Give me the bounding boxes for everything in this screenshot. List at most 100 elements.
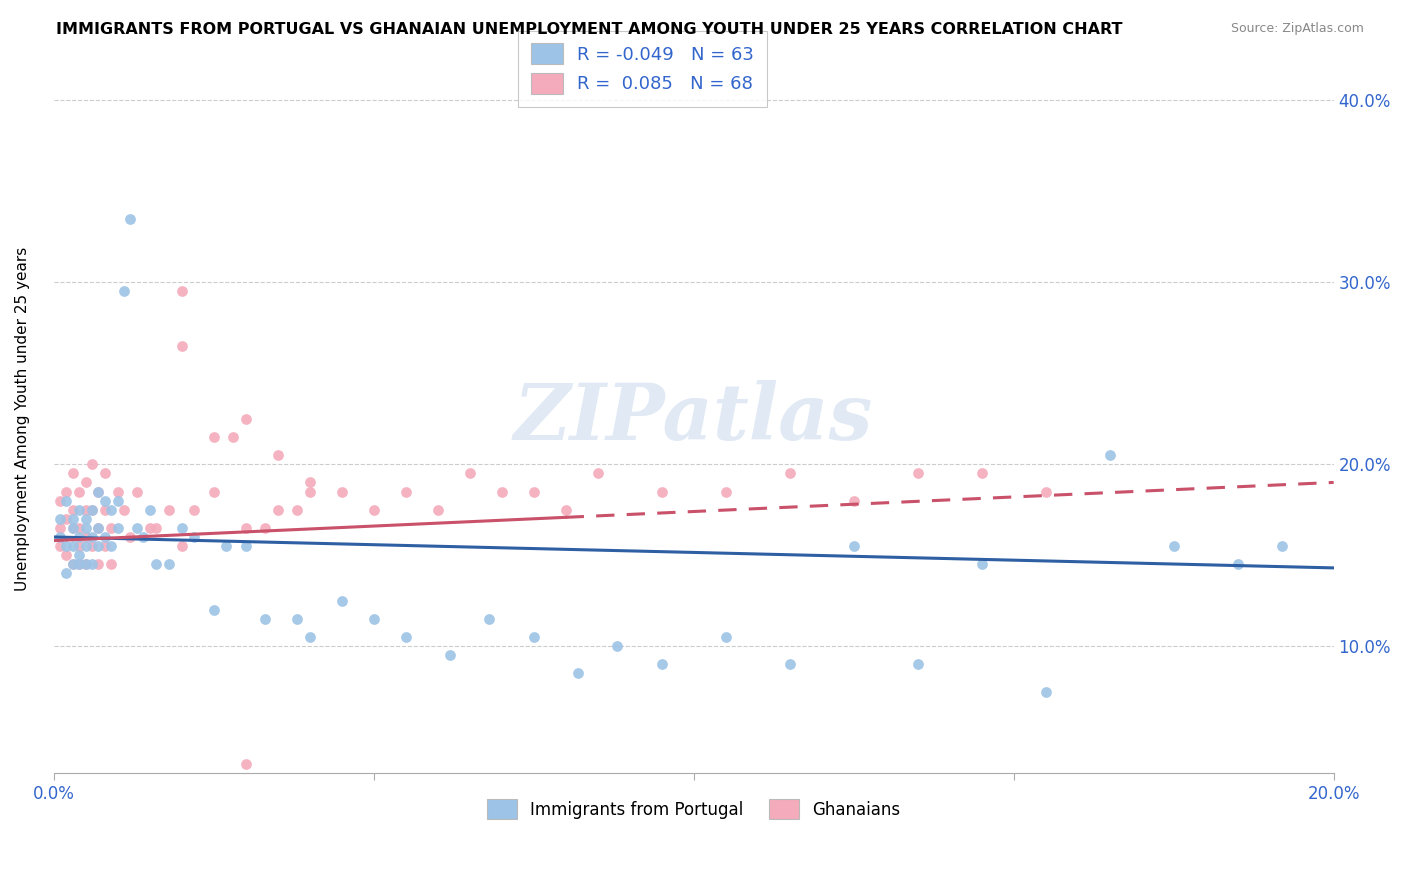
Point bbox=[138, 502, 160, 516]
Point bbox=[651, 484, 673, 499]
Point bbox=[87, 521, 110, 535]
Point bbox=[80, 502, 103, 516]
Point bbox=[907, 467, 929, 481]
Point bbox=[75, 558, 97, 572]
Point bbox=[253, 612, 276, 626]
Point bbox=[100, 521, 122, 535]
Point bbox=[94, 502, 117, 516]
Point bbox=[132, 530, 155, 544]
Point bbox=[67, 539, 90, 553]
Point bbox=[145, 558, 167, 572]
Point bbox=[75, 530, 97, 544]
Point bbox=[1226, 558, 1249, 572]
Point bbox=[87, 539, 110, 553]
Point bbox=[49, 530, 72, 544]
Point bbox=[363, 612, 385, 626]
Point bbox=[125, 521, 148, 535]
Point bbox=[586, 467, 609, 481]
Point bbox=[183, 530, 205, 544]
Point bbox=[100, 539, 122, 553]
Point bbox=[907, 657, 929, 672]
Point bbox=[67, 548, 90, 562]
Point bbox=[567, 666, 589, 681]
Point bbox=[49, 521, 72, 535]
Point bbox=[67, 530, 90, 544]
Point bbox=[55, 493, 77, 508]
Point bbox=[491, 484, 513, 499]
Point bbox=[100, 558, 122, 572]
Point bbox=[62, 467, 84, 481]
Point bbox=[523, 484, 546, 499]
Point bbox=[94, 493, 117, 508]
Point bbox=[94, 467, 117, 481]
Point bbox=[298, 475, 321, 490]
Point bbox=[478, 612, 501, 626]
Point bbox=[170, 521, 193, 535]
Text: ZIPatlas: ZIPatlas bbox=[515, 381, 873, 457]
Legend: Immigrants from Portugal, Ghanaians: Immigrants from Portugal, Ghanaians bbox=[481, 793, 907, 825]
Point bbox=[49, 512, 72, 526]
Point bbox=[439, 648, 461, 663]
Point bbox=[394, 484, 416, 499]
Point bbox=[87, 521, 110, 535]
Point bbox=[55, 566, 77, 581]
Point bbox=[107, 484, 129, 499]
Point bbox=[285, 502, 308, 516]
Point bbox=[157, 558, 180, 572]
Point bbox=[714, 484, 737, 499]
Text: IMMIGRANTS FROM PORTUGAL VS GHANAIAN UNEMPLOYMENT AMONG YOUTH UNDER 25 YEARS COR: IMMIGRANTS FROM PORTUGAL VS GHANAIAN UNE… bbox=[56, 22, 1123, 37]
Point bbox=[253, 521, 276, 535]
Point bbox=[202, 430, 225, 444]
Point bbox=[75, 521, 97, 535]
Point bbox=[1035, 484, 1057, 499]
Point bbox=[94, 530, 117, 544]
Point bbox=[55, 484, 77, 499]
Point bbox=[779, 467, 801, 481]
Point bbox=[107, 521, 129, 535]
Point bbox=[49, 493, 72, 508]
Point bbox=[298, 484, 321, 499]
Point bbox=[80, 502, 103, 516]
Point bbox=[554, 502, 576, 516]
Point bbox=[75, 502, 97, 516]
Point bbox=[235, 539, 257, 553]
Point bbox=[67, 521, 90, 535]
Point bbox=[120, 211, 142, 226]
Point bbox=[779, 657, 801, 672]
Point bbox=[394, 630, 416, 644]
Point bbox=[75, 475, 97, 490]
Point bbox=[67, 484, 90, 499]
Point bbox=[298, 630, 321, 644]
Point bbox=[120, 530, 142, 544]
Point bbox=[138, 521, 160, 535]
Point bbox=[145, 521, 167, 535]
Point bbox=[202, 603, 225, 617]
Point bbox=[285, 612, 308, 626]
Point bbox=[330, 593, 353, 607]
Point bbox=[222, 430, 245, 444]
Point bbox=[970, 467, 993, 481]
Point bbox=[426, 502, 449, 516]
Point bbox=[62, 521, 84, 535]
Point bbox=[1035, 684, 1057, 698]
Point bbox=[55, 539, 77, 553]
Point bbox=[235, 521, 257, 535]
Point bbox=[62, 539, 84, 553]
Point bbox=[107, 493, 129, 508]
Text: Source: ZipAtlas.com: Source: ZipAtlas.com bbox=[1230, 22, 1364, 36]
Point bbox=[112, 502, 135, 516]
Point bbox=[1163, 539, 1185, 553]
Point bbox=[67, 558, 90, 572]
Point bbox=[651, 657, 673, 672]
Point bbox=[125, 484, 148, 499]
Point bbox=[80, 457, 103, 471]
Point bbox=[842, 493, 865, 508]
Point bbox=[67, 502, 90, 516]
Point bbox=[80, 530, 103, 544]
Point bbox=[55, 548, 77, 562]
Point bbox=[458, 467, 481, 481]
Point bbox=[330, 484, 353, 499]
Point bbox=[62, 558, 84, 572]
Point bbox=[202, 484, 225, 499]
Point bbox=[266, 448, 288, 462]
